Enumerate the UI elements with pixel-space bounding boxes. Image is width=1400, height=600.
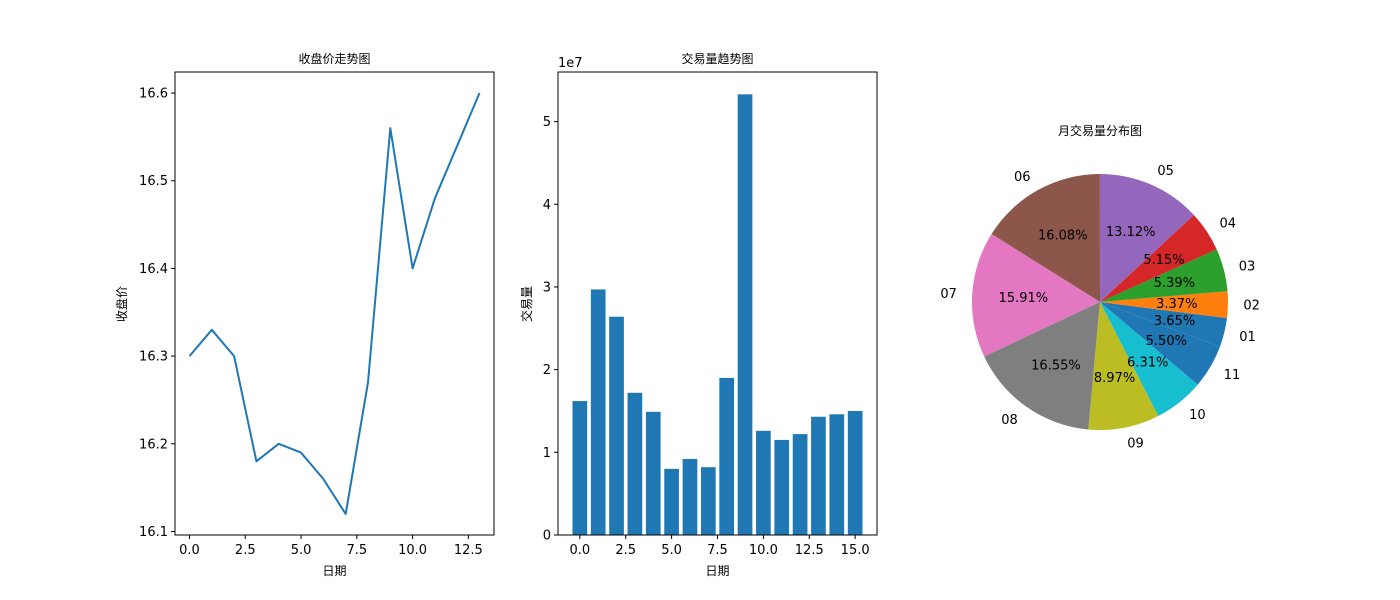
bar-chart-bar bbox=[847, 410, 863, 535]
bar-chart-y-tick-label: 0 bbox=[543, 529, 551, 544]
pie-chart-labels: 01 3.65% 02 3.37% 03 5.39% 04 5.15% 05 13.12% 06 16… bbox=[940, 164, 1260, 451]
pie-chart-slice bbox=[984, 302, 1100, 430]
pie-chart-percent-label: 6.31% bbox=[1127, 356, 1168, 371]
bar-chart-bar bbox=[829, 414, 845, 535]
bar-chart-bar bbox=[645, 411, 661, 535]
line-chart-x-tick-label: 10.0 bbox=[398, 543, 427, 558]
bar-chart-bar bbox=[572, 401, 588, 535]
line-chart-x-tick-label: 0.0 bbox=[179, 543, 200, 558]
pie-chart-slice bbox=[972, 234, 1100, 357]
pie-chart-slice bbox=[1100, 249, 1228, 302]
line-chart-x-tick-label: 5.0 bbox=[291, 543, 312, 558]
line-chart-series-line bbox=[188, 92, 481, 515]
pie-chart-slice-label: 10 bbox=[1189, 408, 1206, 423]
bar-chart-x-tick-label: 5.0 bbox=[661, 543, 682, 558]
bar-chart-bar bbox=[682, 458, 698, 535]
bar-chart-y-tick-label: 3 bbox=[543, 280, 551, 295]
bar-chart-x-tick-label: 2.5 bbox=[615, 543, 636, 558]
bar-chart-x-tick-label: 7.5 bbox=[707, 543, 728, 558]
pie-chart-percent-label: 16.55% bbox=[1031, 358, 1081, 373]
bar-chart-bar bbox=[664, 468, 679, 535]
line-chart-y-axis-label: 收盘价 bbox=[114, 286, 129, 322]
pie-chart-slice-label: 05 bbox=[1157, 164, 1174, 179]
pie-chart-slice bbox=[1100, 302, 1227, 347]
pie-chart-percent-label: 3.37% bbox=[1156, 297, 1197, 312]
bar-chart-x-axis-label: 日期 bbox=[705, 564, 729, 578]
bar-chart-bar bbox=[609, 316, 624, 535]
bar-chart-bar bbox=[756, 430, 771, 535]
line-chart-y-tick-label: 16.2 bbox=[139, 437, 168, 452]
pie-chart-slice bbox=[1100, 215, 1217, 302]
bar-chart-bar bbox=[627, 392, 643, 535]
pie-chart-slice-label: 04 bbox=[1219, 216, 1236, 231]
pie-chart-title: 月交易量分布图 bbox=[1058, 123, 1142, 138]
pie-chart-slice-label: 02 bbox=[1243, 298, 1260, 313]
bar-chart-bar bbox=[700, 467, 716, 535]
line-chart-y-tick-label: 16.4 bbox=[139, 262, 168, 277]
bar-chart-y-tick-label: 5 bbox=[543, 115, 551, 130]
line-chart-y-tick-label: 16.5 bbox=[139, 174, 168, 189]
bar-chart-y-tick-label: 1 bbox=[543, 446, 551, 461]
line-chart-x-tick-label: 12.5 bbox=[454, 543, 483, 558]
bar-chart-offset-text: 1e7 bbox=[558, 56, 583, 71]
bar-chart-bar bbox=[719, 377, 735, 535]
pie-chart-slice-label: 06 bbox=[1014, 170, 1031, 185]
bar-chart: 交易量趋势图 0.0 2.5 5.0 7.5 10.0 12.5 15.0 0 1 2 3 4 5 1e… bbox=[519, 51, 878, 578]
line-chart-y-tick-label: 16.6 bbox=[139, 87, 168, 102]
pie-chart-slice bbox=[1100, 302, 1198, 416]
line-chart-title: 收盘价走势图 bbox=[298, 51, 370, 66]
pie-chart-slice bbox=[991, 174, 1100, 302]
pie-chart-slice bbox=[1100, 302, 1220, 385]
line-chart-x-tick-label: 7.5 bbox=[346, 543, 367, 558]
pie-chart-percent-label: 5.50% bbox=[1146, 334, 1187, 349]
pie-chart-percent-label: 3.65% bbox=[1154, 314, 1195, 329]
line-chart-plot-frame bbox=[174, 71, 495, 536]
pie-chart-percent-label: 5.15% bbox=[1143, 253, 1184, 268]
bar-chart-x-tick-label: 0.0 bbox=[569, 543, 590, 558]
pie-chart-slice bbox=[1100, 291, 1229, 319]
pie-chart-percent-label: 8.97% bbox=[1094, 371, 1135, 386]
bar-chart-ticks: 0.0 2.5 5.0 7.5 10.0 12.5 15.0 0 1 2 3 4 5 bbox=[543, 115, 870, 558]
line-chart-y-tick-label: 16.3 bbox=[139, 350, 168, 365]
pie-chart: 月交易量分布图 01 3.65% 02 3.37% 03 5.39% 04 5.15% 05 13… bbox=[940, 123, 1260, 451]
bar-chart-x-tick-label: 12.5 bbox=[795, 543, 824, 558]
bar-chart-y-axis-label: 交易量 bbox=[519, 286, 534, 322]
pie-chart-slice-label: 03 bbox=[1239, 259, 1256, 274]
pie-chart-percent-label: 5.39% bbox=[1154, 276, 1195, 291]
bar-chart-x-tick-label: 15.0 bbox=[841, 543, 870, 558]
pie-chart-slice-label: 07 bbox=[940, 287, 957, 302]
bar-chart-bar bbox=[774, 439, 790, 535]
line-chart: 收盘价走势图 0.0 2.5 5.0 7.5 10.0 12.5 16.1 16.2 16.3 1… bbox=[114, 51, 495, 578]
bar-chart-bar bbox=[590, 289, 606, 535]
pie-chart-slice bbox=[1099, 173, 1194, 302]
line-chart-x-tick-label: 2.5 bbox=[235, 543, 256, 558]
pie-chart-slices bbox=[972, 173, 1229, 430]
pie-chart-slice-label: 08 bbox=[1001, 413, 1018, 428]
bar-chart-bar bbox=[792, 434, 808, 535]
pie-chart-slice-label: 09 bbox=[1127, 436, 1144, 451]
pie-chart-percent-label: 15.91% bbox=[999, 291, 1049, 306]
bar-chart-bar bbox=[811, 416, 826, 535]
pie-chart-percent-label: 13.12% bbox=[1106, 225, 1156, 240]
line-chart-y-tick-label: 16.1 bbox=[139, 525, 168, 540]
pie-chart-slice-label: 01 bbox=[1239, 330, 1256, 345]
bar-chart-plot-frame bbox=[557, 71, 878, 536]
pie-chart-slice-label: 11 bbox=[1224, 368, 1241, 383]
pie-chart-slice bbox=[1088, 302, 1159, 430]
bar-chart-y-tick-label: 2 bbox=[543, 363, 551, 378]
bar-chart-bar bbox=[737, 94, 753, 535]
bar-chart-title: 交易量趋势图 bbox=[681, 51, 753, 66]
pie-chart-percent-label: 16.08% bbox=[1038, 228, 1088, 243]
line-chart-x-axis-label: 日期 bbox=[322, 564, 346, 578]
bar-chart-y-tick-label: 4 bbox=[543, 198, 551, 213]
bar-chart-x-tick-label: 10.0 bbox=[749, 543, 778, 558]
bar-chart-bars bbox=[572, 94, 863, 535]
line-chart-ticks: 0.0 2.5 5.0 7.5 10.0 12.5 16.1 16.2 16.3 16.4 16.5… bbox=[139, 87, 483, 558]
